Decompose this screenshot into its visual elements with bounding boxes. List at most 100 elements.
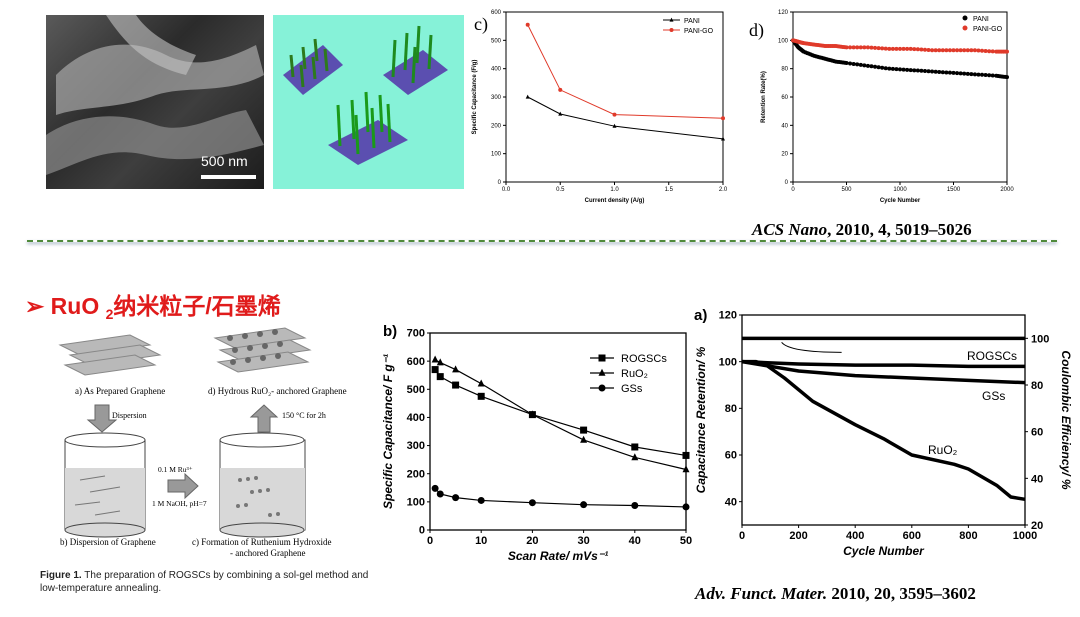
y-tick-label: 120 bbox=[778, 10, 789, 16]
beaker-right bbox=[219, 432, 306, 538]
scheme-label-d: d) Hydrous RuO₂- anchored Graphene bbox=[208, 386, 347, 396]
data-point bbox=[612, 112, 617, 117]
y2-tick-label: 20 bbox=[1031, 520, 1043, 532]
data-point bbox=[947, 70, 952, 75]
legend-label: PANI bbox=[973, 16, 989, 23]
data-point bbox=[947, 48, 952, 53]
y-tick-label: 80 bbox=[725, 403, 737, 415]
data-point bbox=[972, 48, 977, 53]
scheme-anneal-label: 150 °C for 2h bbox=[282, 411, 326, 420]
arrow-down-icon bbox=[86, 404, 118, 433]
data-point bbox=[873, 45, 878, 50]
section-heading: ➢ RuO 2纳米粒子/石墨烯 bbox=[25, 287, 281, 322]
data-point bbox=[876, 46, 881, 51]
chart-a: 0 200 400 600 800 1000 40 60 80 100 120 Cycle Numbe… bbox=[690, 300, 1080, 575]
data-point bbox=[865, 63, 870, 68]
x-tick-label: 1.0 bbox=[610, 187, 619, 193]
x-tick-label: 30 bbox=[577, 535, 589, 547]
data-point bbox=[958, 71, 963, 76]
scheme-reagent1: 0.1 M Ru³⁺ bbox=[158, 465, 193, 474]
legend-label: RuO₂ bbox=[621, 368, 648, 380]
heading-subscript: 2 bbox=[105, 306, 114, 322]
y-tick-label: 60 bbox=[781, 95, 788, 101]
data-point bbox=[1005, 49, 1009, 54]
data-point bbox=[855, 62, 860, 67]
beaker-left bbox=[64, 432, 146, 538]
legend-label: PANI bbox=[684, 18, 700, 25]
data-point bbox=[890, 46, 895, 51]
chart-c: 0.0 0.5 1.0 1.5 2.0 0 100 200 300 400 500 600 Curren… bbox=[468, 8, 733, 218]
data-point bbox=[887, 46, 892, 51]
legend-marker bbox=[669, 17, 674, 22]
data-point bbox=[880, 46, 885, 51]
data-point bbox=[919, 68, 924, 73]
x-tick-label: 20 bbox=[526, 535, 538, 547]
data-point bbox=[682, 451, 690, 459]
y-tick-label: 20 bbox=[781, 152, 788, 158]
data-point bbox=[933, 69, 938, 74]
data-point bbox=[558, 111, 563, 116]
data-point bbox=[990, 73, 995, 78]
data-point bbox=[862, 63, 867, 68]
data-point bbox=[905, 46, 910, 51]
data-point bbox=[848, 61, 853, 66]
x-tick-label: 2000 bbox=[1000, 187, 1014, 193]
data-point bbox=[980, 72, 985, 77]
y-tick-label: 300 bbox=[491, 95, 502, 101]
x-tick-label: 10 bbox=[475, 535, 487, 547]
data-point bbox=[528, 410, 536, 418]
x-tick-label: 800 bbox=[959, 530, 977, 542]
x-axis-label: Cycle Number bbox=[880, 198, 921, 204]
plot-frame bbox=[741, 314, 1026, 526]
y-tick-label: 100 bbox=[719, 356, 737, 368]
data-point bbox=[883, 66, 888, 71]
scheme-label-c2: - anchored Graphene bbox=[230, 548, 305, 558]
data-point bbox=[919, 47, 924, 52]
data-point bbox=[983, 73, 988, 78]
y-tick-label: 40 bbox=[725, 496, 737, 508]
ref2-journal: Adv. Funct. Mater. bbox=[695, 584, 828, 603]
data-point bbox=[682, 465, 690, 473]
data-point bbox=[912, 68, 917, 73]
y-tick-label: 100 bbox=[407, 497, 425, 509]
legend-marker bbox=[962, 15, 968, 21]
scheme-reagent2: 1 M NaOH, pH=7 bbox=[152, 499, 207, 508]
data-point bbox=[976, 48, 981, 53]
data-point bbox=[955, 71, 960, 76]
data-point bbox=[990, 49, 995, 54]
legend-label: PANI-GO bbox=[973, 26, 1003, 33]
data-point bbox=[865, 45, 870, 50]
data-point bbox=[926, 48, 931, 53]
data-point bbox=[869, 64, 874, 69]
figure-caption: Figure 1. The preparation of ROGSCs by c… bbox=[40, 569, 370, 595]
data-point bbox=[972, 72, 977, 77]
y-tick-label: 200 bbox=[491, 123, 502, 129]
y-tick-label: 0 bbox=[498, 180, 502, 186]
data-point bbox=[721, 116, 725, 121]
data-point bbox=[940, 70, 945, 75]
series-line bbox=[742, 359, 1026, 502]
data-point bbox=[944, 48, 949, 53]
data-point bbox=[890, 66, 895, 71]
data-point bbox=[922, 69, 927, 74]
data-point bbox=[580, 435, 588, 443]
data-point bbox=[452, 365, 460, 373]
y-tick-label: 400 bbox=[491, 67, 502, 73]
x-axis-label: Cycle Number bbox=[843, 544, 925, 558]
data-point bbox=[525, 94, 530, 99]
sem-scale-label: 500 nm bbox=[201, 153, 248, 169]
x-tick-label: 1000 bbox=[1013, 530, 1037, 542]
data-point bbox=[898, 46, 902, 51]
data-point bbox=[721, 136, 725, 141]
panel-label: c) bbox=[474, 14, 488, 35]
data-point bbox=[937, 48, 942, 53]
x-tick-label: 1.5 bbox=[665, 187, 674, 193]
ref1-details: , 2010, 4, 5019–5026 bbox=[827, 220, 972, 239]
data-point bbox=[926, 69, 931, 74]
x-tick-label: 0.0 bbox=[502, 187, 511, 193]
data-point bbox=[894, 46, 899, 51]
sem-texture bbox=[46, 15, 264, 179]
data-point bbox=[894, 67, 899, 72]
annotation-label: GSs bbox=[982, 389, 1005, 403]
